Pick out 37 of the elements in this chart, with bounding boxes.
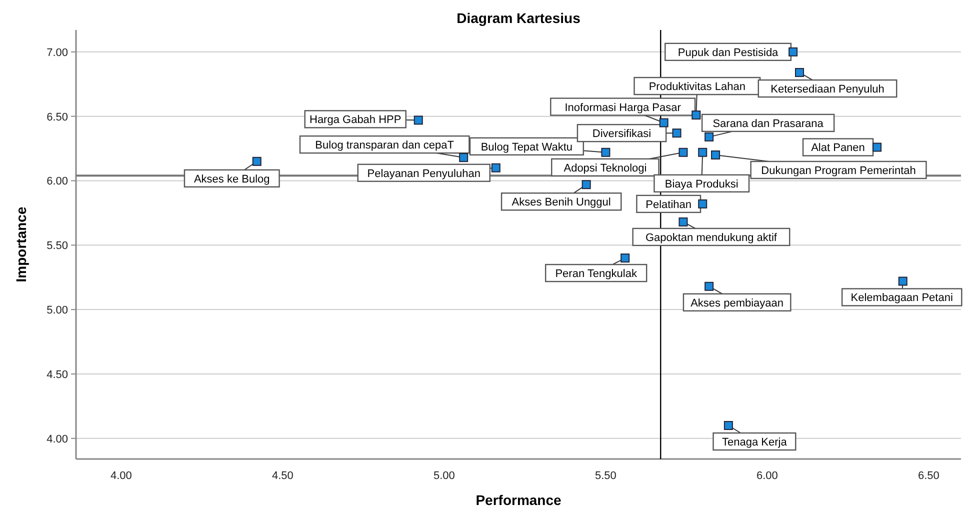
y-tick-label: 7.00 — [46, 46, 68, 59]
annotation: Peran Tengkulak — [555, 268, 638, 280]
x-tick-label: 6.00 — [756, 470, 778, 482]
x-tick-label: 4.50 — [272, 470, 294, 482]
annotation: Akses Benih Unggul — [512, 196, 611, 209]
annotation: Pupuk dan Pestisida — [678, 46, 780, 59]
y-tick-label: 5.00 — [46, 304, 68, 317]
annotation: Gapoktan mendukung aktif — [645, 232, 778, 244]
annotation: Adopsi Teknologi — [564, 162, 647, 174]
x-tick-label: 5.50 — [594, 470, 616, 482]
x-tick-label: 5.00 — [434, 470, 455, 482]
x-tick-label: 6.50 — [918, 470, 940, 482]
annotation: Dukungan Program Pemerintah — [761, 164, 916, 177]
y-axis-title: Importance — [13, 206, 29, 282]
x-axis-title: Performance — [476, 492, 562, 508]
x-tick-label: 4.00 — [110, 470, 132, 482]
annotation: Inoformasi Harga Pasar — [564, 102, 682, 114]
y-tick-label: 4.50 — [46, 368, 68, 381]
annotation: Alat Panen — [811, 142, 865, 154]
annotation: Ketersediaan Penyuluh — [770, 84, 884, 96]
annotation: Biaya Produksi — [664, 178, 738, 190]
annotation: Harga Gabah HPP — [310, 114, 402, 126]
annotation: Akses pembiayaan — [690, 297, 784, 310]
annotation: Produktivitas Lahan — [648, 81, 746, 94]
chart-title: Diagram Kartesius — [456, 10, 581, 26]
annotation: Sarana dan Prasarana — [712, 118, 824, 130]
annotation: Kelembagaan Petani — [850, 292, 953, 304]
y-tick-label: 4.00 — [46, 433, 68, 446]
y-tick-label: 5.50 — [46, 240, 68, 252]
annotation: Akses ke Bulog — [194, 173, 270, 186]
annotation: Tenaga Kerja — [722, 436, 788, 449]
y-tick-label: 6.00 — [46, 176, 68, 188]
annotation: Diversifikasi — [592, 128, 652, 140]
annotation: Bulog Tepat Waktu — [480, 141, 573, 154]
annotation: Pelatihan — [646, 198, 692, 211]
y-tick-label: 6.50 — [46, 111, 68, 124]
annotation: Bulog transparan dan cepaT — [315, 140, 454, 152]
